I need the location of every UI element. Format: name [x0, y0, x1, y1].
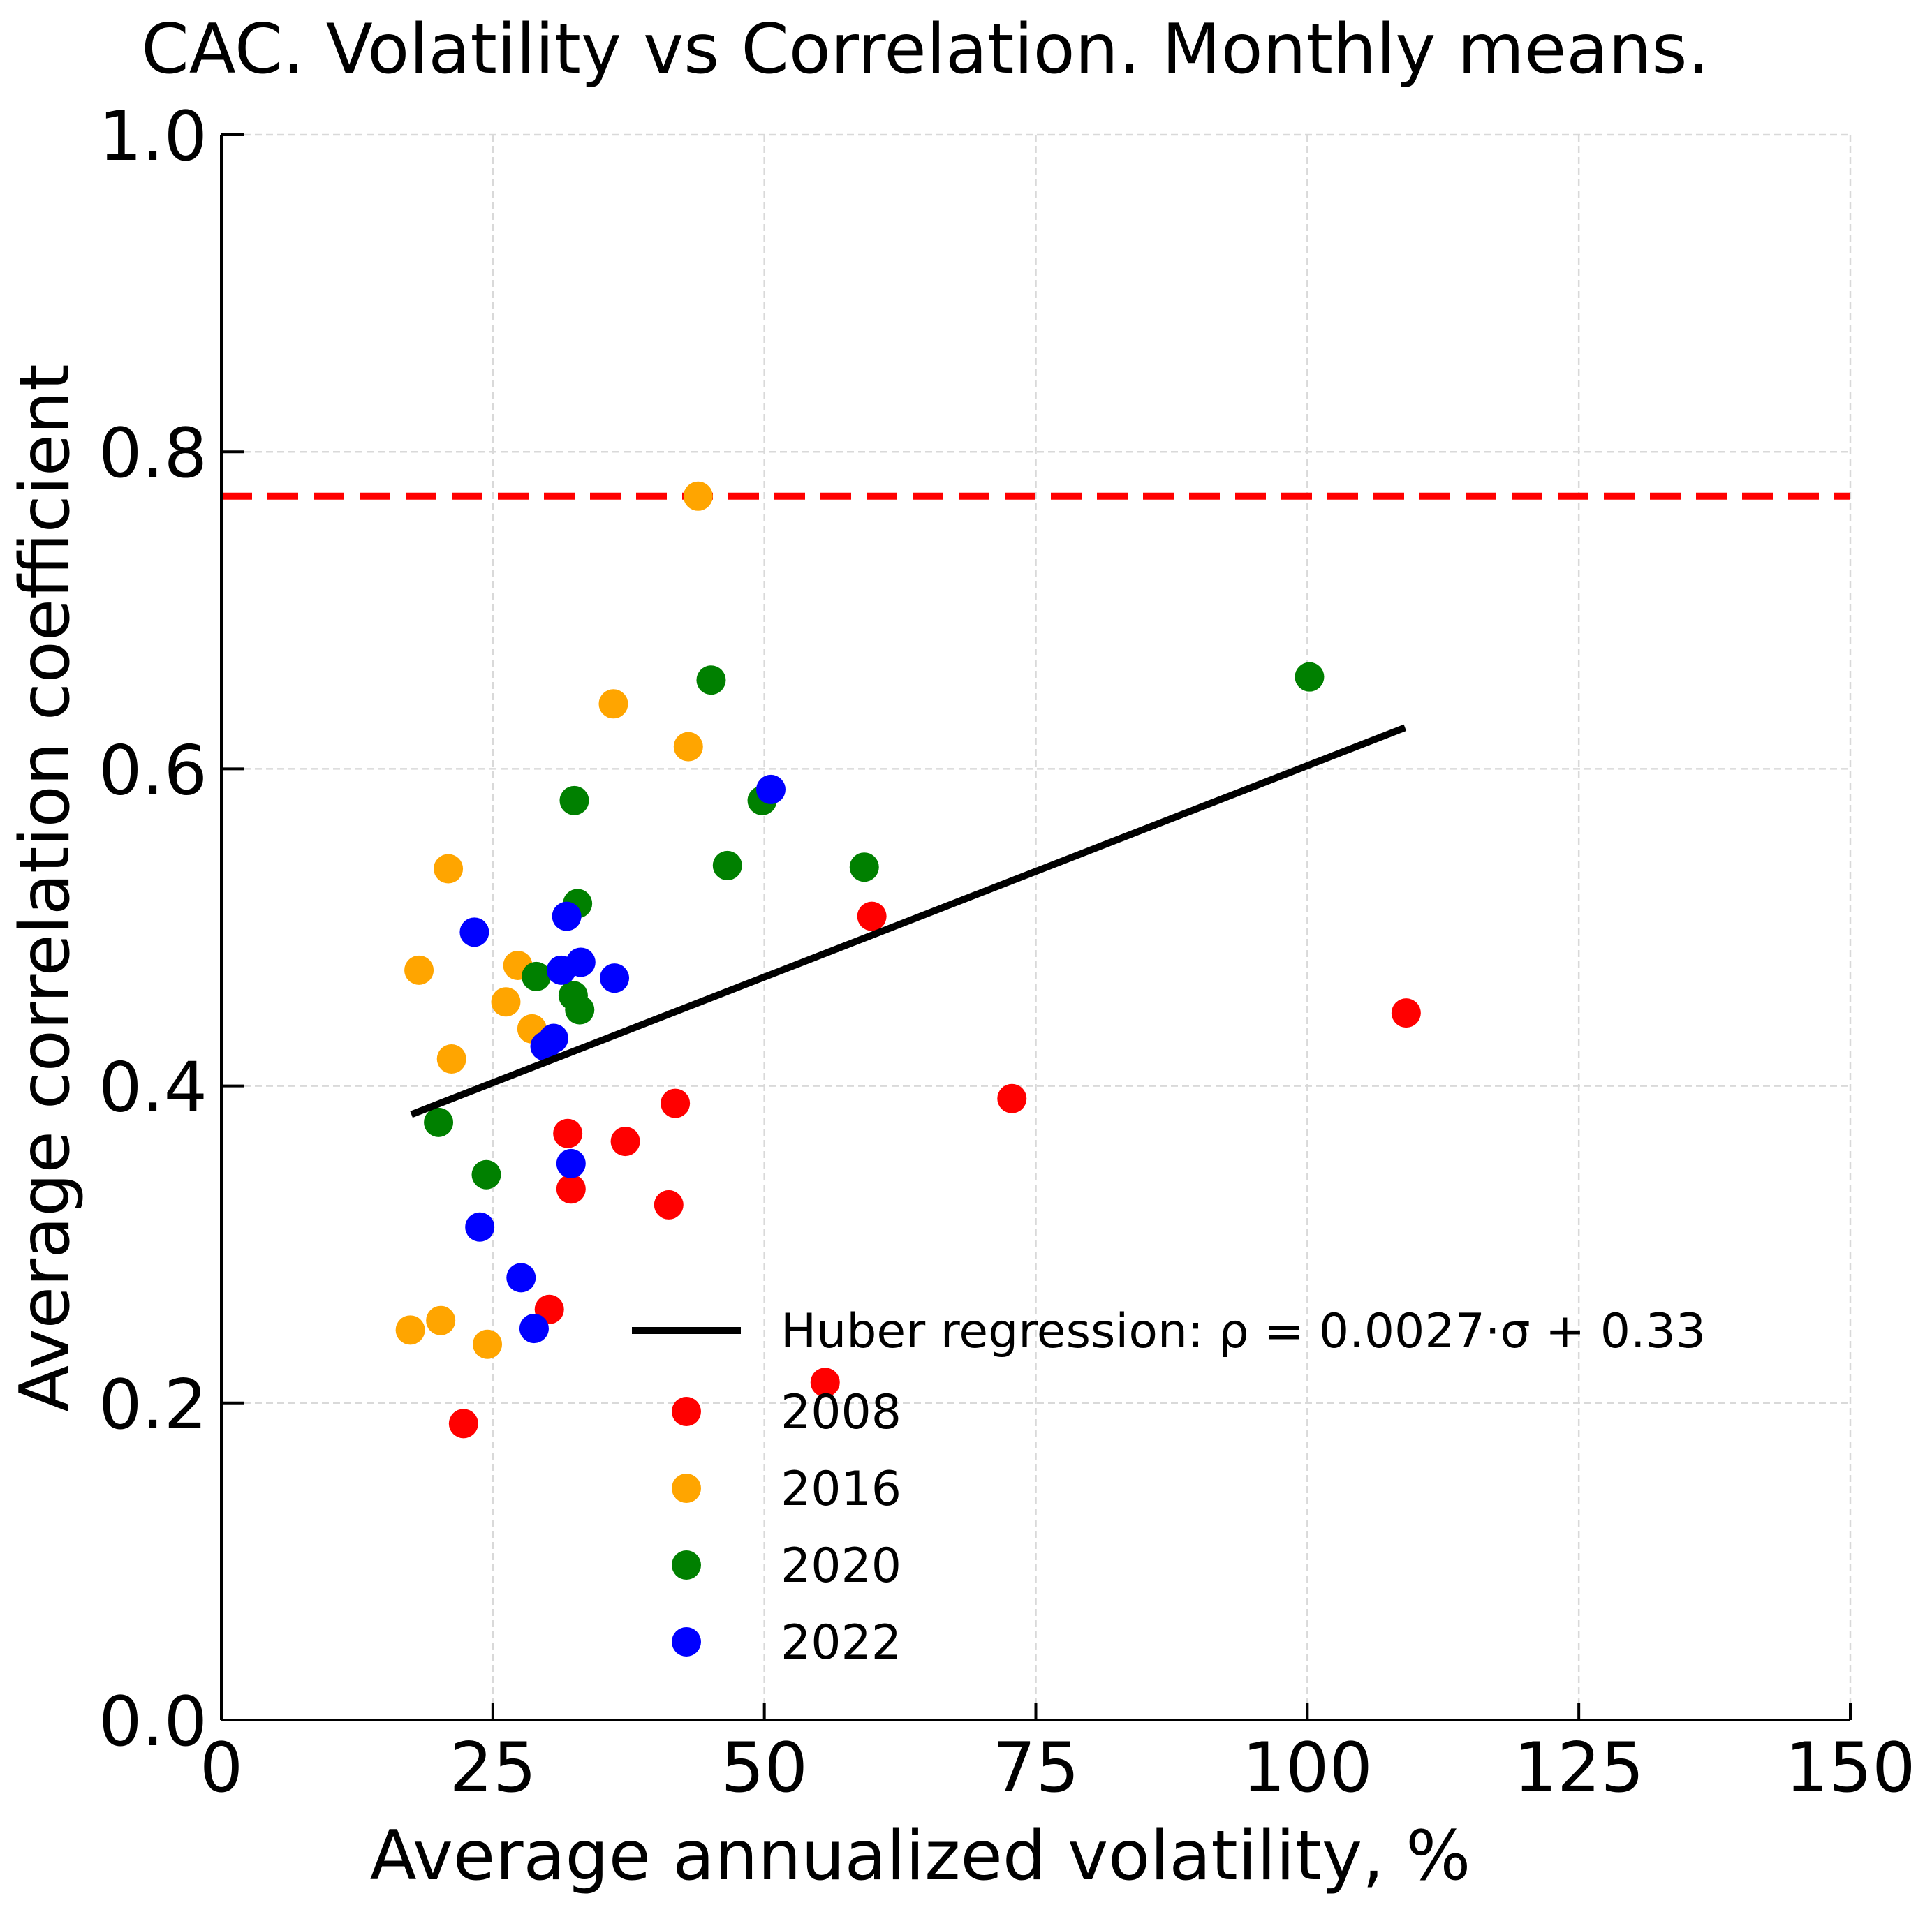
legend-regression-label: Huber regression: ρ = 0.0027·σ + 0.33: [781, 1304, 1706, 1359]
point-2020: [471, 1159, 501, 1190]
point-2008: [1391, 998, 1421, 1028]
legend-swatch-2008: [672, 1397, 701, 1426]
point-2020: [565, 995, 595, 1025]
legend-label-2022: 2022: [781, 1615, 901, 1670]
point-2008: [610, 1127, 640, 1157]
point-2020: [712, 850, 742, 880]
point-2022: [600, 963, 630, 993]
point-2022: [556, 1148, 586, 1178]
point-2020: [424, 1107, 454, 1137]
point-2016: [436, 1044, 466, 1074]
x-tick-label: 100: [1242, 1728, 1373, 1808]
legend-label-2016: 2016: [781, 1462, 901, 1517]
point-2016: [491, 987, 521, 1017]
y-tick-label: 0.8: [98, 414, 207, 494]
y-tick-label: 0.6: [98, 731, 207, 810]
point-2008: [556, 1174, 586, 1204]
point-2016: [434, 854, 464, 884]
y-tick-label: 0.0: [98, 1682, 207, 1762]
point-2016: [683, 481, 713, 511]
point-2008: [553, 1118, 583, 1148]
legend-swatch-2022: [672, 1627, 701, 1657]
point-2016: [598, 689, 628, 719]
y-tick-label: 0.4: [98, 1048, 207, 1128]
point-2022: [566, 947, 596, 977]
point-2020: [1295, 662, 1325, 692]
point-2016: [673, 732, 703, 762]
x-tick-label: 150: [1785, 1728, 1915, 1808]
point-2008: [857, 901, 887, 931]
legend-swatch-2016: [672, 1474, 701, 1503]
legend-label-2020: 2020: [781, 1539, 901, 1594]
x-tick-label: 50: [721, 1728, 808, 1808]
point-2022: [465, 1212, 495, 1242]
axes: [220, 133, 1852, 1721]
point-2008: [661, 1088, 691, 1118]
point-2022: [755, 774, 786, 804]
y-tick-label: 1.0: [98, 97, 207, 177]
point-2020: [559, 785, 589, 815]
legend: Huber regression: ρ = 0.0027·σ + 0.33 200…: [632, 1304, 1706, 1670]
point-2022: [506, 1263, 536, 1293]
x-tick-label: 125: [1514, 1728, 1644, 1808]
point-2022: [552, 901, 582, 931]
x-tick-label: 75: [992, 1728, 1079, 1808]
legend-swatch-2020: [672, 1550, 701, 1580]
point-2022: [519, 1314, 549, 1344]
grid-lines: [221, 133, 1852, 1720]
point-2022: [538, 1023, 568, 1053]
point-2008: [997, 1083, 1027, 1113]
point-2008: [448, 1409, 478, 1439]
point-2008: [654, 1190, 684, 1220]
tick-labels: 0 25 50 75 100 125 150 0.0 0.2 0.4 0.6 0.8 1.0: [98, 97, 1915, 1808]
x-tick-label: 25: [449, 1728, 536, 1808]
regression-line: [410, 724, 1407, 1118]
legend-label-2008: 2008: [781, 1385, 901, 1440]
point-2020: [696, 665, 726, 695]
point-2016: [395, 1315, 425, 1345]
point-2022: [459, 917, 489, 947]
x-axis-label: Average annualized volatility, %: [370, 1816, 1471, 1896]
y-tick-label: 0.2: [98, 1365, 207, 1445]
point-2016: [426, 1305, 456, 1335]
x-tick-label: 0: [200, 1728, 243, 1808]
point-2016: [404, 955, 434, 985]
y-axis-label: Average correlation coefficient: [6, 364, 85, 1411]
regression-line-group: [410, 724, 1407, 1118]
point-2008: [810, 1368, 840, 1398]
point-2020: [522, 961, 552, 991]
chart-title: CAC. Volatility vs Correlation. Monthly …: [141, 10, 1709, 89]
data-points: [395, 481, 1421, 1439]
point-2020: [849, 852, 879, 882]
point-2016: [473, 1329, 503, 1359]
